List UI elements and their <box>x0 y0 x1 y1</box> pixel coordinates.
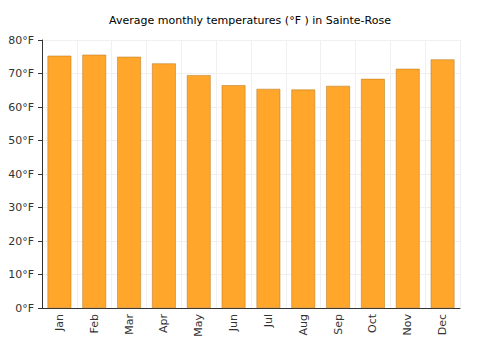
svg-text:40°F: 40°F <box>8 168 34 181</box>
svg-text:Sep: Sep <box>332 314 345 335</box>
svg-text:Jul: Jul <box>262 314 275 328</box>
svg-text:Feb: Feb <box>88 314 101 333</box>
svg-text:Average monthly temperatures (: Average monthly temperatures (°F ) in Sa… <box>109 14 391 27</box>
svg-text:60°F: 60°F <box>8 101 34 114</box>
svg-text:Jun: Jun <box>227 314 240 332</box>
svg-text:Jan: Jan <box>53 314 66 332</box>
svg-text:Dec: Dec <box>436 314 449 335</box>
svg-text:10°F: 10°F <box>8 268 34 281</box>
svg-text:Mar: Mar <box>123 314 136 335</box>
svg-text:May: May <box>192 314 205 337</box>
svg-text:30°F: 30°F <box>8 201 34 214</box>
svg-text:Apr: Apr <box>157 314 170 334</box>
svg-text:Aug: Aug <box>297 314 310 335</box>
svg-text:20°F: 20°F <box>8 235 34 248</box>
svg-text:70°F: 70°F <box>8 67 34 80</box>
svg-text:0°F: 0°F <box>15 302 34 315</box>
svg-text:80°F: 80°F <box>8 34 34 47</box>
svg-text:Oct: Oct <box>366 313 379 333</box>
svg-text:Nov: Nov <box>401 314 414 336</box>
svg-text:50°F: 50°F <box>8 134 34 147</box>
